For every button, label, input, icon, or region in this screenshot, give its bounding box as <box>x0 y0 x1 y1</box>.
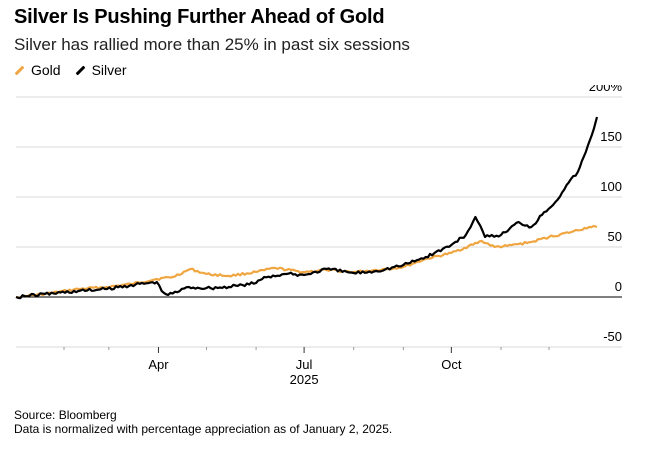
source-note: Source: Bloomberg <box>14 408 117 422</box>
legend-swatch-silver <box>75 65 86 75</box>
legend-item-gold: Gold <box>14 62 61 78</box>
series-line-silver <box>15 116 599 300</box>
y-tick-label: 0 <box>615 279 622 294</box>
legend-label-silver: Silver <box>91 62 127 78</box>
legend-label-gold: Gold <box>31 62 61 78</box>
series-line-gold <box>15 224 598 299</box>
y-tick-label: 50 <box>608 229 622 244</box>
legend-item-silver: Silver <box>75 62 127 78</box>
x-year-label: 2025 <box>290 372 319 387</box>
legend-swatch-gold <box>14 65 25 75</box>
line-chart: 200% 150 100 50 0 -50 Apr Jul Oct 2025 <box>15 85 623 387</box>
chart-subtitle: Silver has rallied more than 25% in past… <box>14 35 410 54</box>
y-tick-label: 100 <box>600 179 622 194</box>
x-tick-label: Apr <box>148 357 169 372</box>
x-tick-label: Oct <box>441 357 462 372</box>
y-tick-label: -50 <box>603 329 622 344</box>
x-tick-label: Jul <box>296 357 313 372</box>
footer: Source: Bloomberg Data is normalized wit… <box>14 408 392 436</box>
chart-title: Silver Is Pushing Further Ahead of Gold <box>14 6 385 28</box>
normalization-note: Data is normalized with percentage appre… <box>14 422 393 436</box>
y-tick-label: 200% <box>589 85 623 94</box>
y-tick-label: 150 <box>600 129 622 144</box>
legend: Gold Silver <box>14 62 127 78</box>
